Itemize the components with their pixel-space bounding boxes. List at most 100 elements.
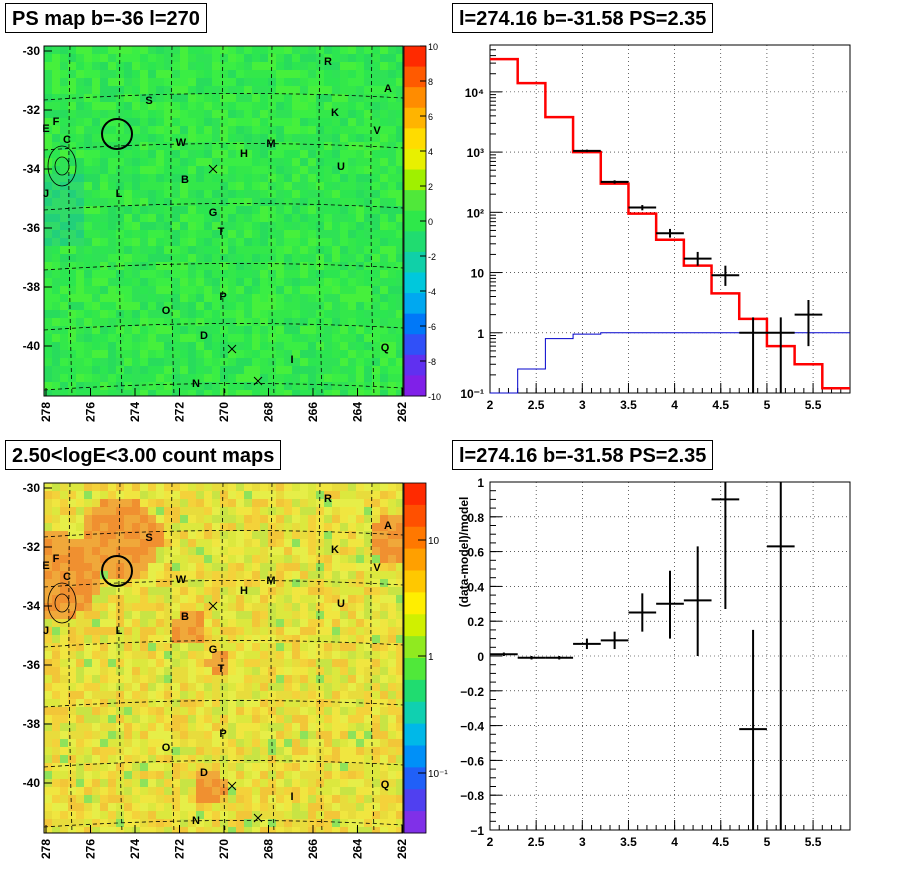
map-pixel bbox=[252, 755, 260, 763]
map-pixel bbox=[292, 531, 300, 539]
map-pixel bbox=[212, 190, 220, 198]
map-pixel bbox=[124, 723, 132, 731]
map-pixel bbox=[76, 238, 84, 246]
map-pixel bbox=[60, 174, 68, 182]
map-pixel bbox=[172, 94, 180, 102]
map-x-tick-label: 272 bbox=[173, 402, 187, 422]
map-pixel bbox=[276, 755, 284, 763]
map-pixel bbox=[76, 286, 84, 294]
map-pixel bbox=[172, 643, 180, 651]
map-pixel bbox=[220, 334, 228, 342]
map-pixel bbox=[228, 150, 236, 158]
map-pixel bbox=[124, 134, 132, 142]
map-pixel bbox=[132, 126, 140, 134]
map-pixel bbox=[212, 382, 220, 390]
map-pixel bbox=[252, 651, 260, 659]
map-pixel bbox=[268, 539, 276, 547]
map-pixel bbox=[52, 262, 60, 270]
map-pixel bbox=[228, 294, 236, 302]
map-pixel bbox=[300, 302, 308, 310]
map-pixel bbox=[228, 691, 236, 699]
map-pixel bbox=[68, 827, 76, 833]
map-pixel bbox=[100, 238, 108, 246]
map-pixel bbox=[212, 126, 220, 134]
map-pixel bbox=[124, 675, 132, 683]
map-pixel bbox=[100, 302, 108, 310]
map-pixel bbox=[156, 747, 164, 755]
map-pixel bbox=[388, 118, 396, 126]
map-pixel bbox=[196, 198, 204, 206]
map-pixel bbox=[188, 731, 196, 739]
map-pixel bbox=[220, 819, 228, 827]
map-pixel bbox=[380, 390, 388, 396]
map-pixel bbox=[260, 523, 268, 531]
map-pixel bbox=[332, 595, 340, 603]
map-pixel bbox=[300, 571, 308, 579]
map-pixel bbox=[316, 374, 324, 382]
map-pixel bbox=[84, 238, 92, 246]
map-pixel bbox=[76, 515, 84, 523]
map-pixel bbox=[356, 174, 364, 182]
map-pixel bbox=[92, 190, 100, 198]
map-pixel bbox=[196, 715, 204, 723]
map-pixel bbox=[228, 238, 236, 246]
map-pixel bbox=[68, 763, 76, 771]
map-pixel bbox=[356, 795, 364, 803]
map-pixel bbox=[148, 723, 156, 731]
map-pixel bbox=[212, 46, 220, 54]
map-pixel bbox=[84, 771, 92, 779]
map-pixel bbox=[60, 635, 68, 643]
map-pixel bbox=[268, 547, 276, 555]
map-pixel bbox=[372, 819, 380, 827]
map-pixel bbox=[372, 294, 380, 302]
map-pixel bbox=[52, 635, 60, 643]
map-pixel bbox=[388, 214, 396, 222]
map-pixel bbox=[156, 507, 164, 515]
map-pixel bbox=[148, 699, 156, 707]
map-pixel bbox=[100, 126, 108, 134]
map-pixel bbox=[196, 358, 204, 366]
map-pixel bbox=[172, 499, 180, 507]
map-pixel bbox=[300, 635, 308, 643]
map-pixel bbox=[92, 691, 100, 699]
map-pixel bbox=[268, 819, 276, 827]
map-pixel bbox=[268, 827, 276, 833]
map-pixel bbox=[108, 150, 116, 158]
source-label-N: N bbox=[192, 378, 200, 390]
map-pixel bbox=[372, 222, 380, 230]
map-pixel bbox=[244, 390, 252, 396]
map-pixel bbox=[220, 643, 228, 651]
map-pixel bbox=[276, 102, 284, 110]
map-pixel bbox=[332, 763, 340, 771]
map-pixel bbox=[164, 134, 172, 142]
map-pixel bbox=[284, 523, 292, 531]
map-pixel bbox=[212, 795, 220, 803]
map-pixel bbox=[228, 795, 236, 803]
map-pixel bbox=[252, 579, 260, 587]
map-pixel bbox=[228, 483, 236, 491]
map-pixel bbox=[252, 515, 260, 523]
map-pixel bbox=[124, 246, 132, 254]
map-pixel bbox=[308, 142, 316, 150]
map-pixel bbox=[44, 731, 52, 739]
map-pixel bbox=[148, 62, 156, 70]
map-pixel bbox=[164, 238, 172, 246]
map-y-tick-label: -36 bbox=[23, 221, 41, 235]
map-pixel bbox=[220, 603, 228, 611]
map-pixel bbox=[356, 118, 364, 126]
map-pixel bbox=[340, 691, 348, 699]
map-pixel bbox=[356, 286, 364, 294]
map-pixel bbox=[124, 70, 132, 78]
map-pixel bbox=[340, 286, 348, 294]
map-pixel bbox=[68, 262, 76, 270]
map-pixel bbox=[124, 707, 132, 715]
map-pixel bbox=[100, 611, 108, 619]
map-pixel bbox=[388, 182, 396, 190]
map-pixel bbox=[180, 198, 188, 206]
map-pixel bbox=[236, 46, 244, 54]
map-pixel bbox=[92, 142, 100, 150]
map-pixel bbox=[196, 555, 204, 563]
map-pixel bbox=[52, 571, 60, 579]
map-pixel bbox=[396, 134, 403, 142]
map-pixel bbox=[228, 531, 236, 539]
